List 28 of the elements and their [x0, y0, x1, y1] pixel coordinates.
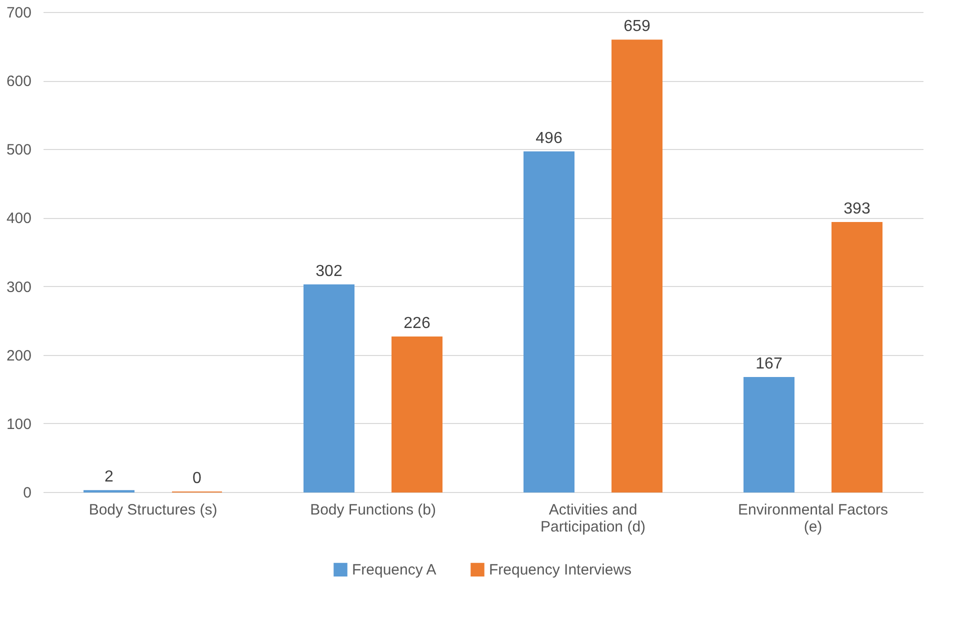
data-label: 167	[756, 355, 782, 372]
bar	[744, 376, 794, 492]
data-label: 226	[404, 315, 430, 332]
bar	[612, 40, 662, 492]
bar	[392, 336, 442, 492]
x-tick-label: Environmental Factors (e)	[738, 502, 888, 536]
y-tick-label: 500	[6, 142, 32, 159]
y-tick-label: 0	[23, 484, 32, 502]
y-tick-label: 200	[6, 347, 32, 364]
y-tick-label: 300	[6, 278, 32, 296]
data-label: 393	[844, 200, 870, 218]
y-tick-label: 600	[6, 73, 32, 90]
bar	[524, 151, 574, 492]
data-label: 302	[316, 262, 342, 280]
y-tick-label: 700	[6, 4, 32, 22]
y-tick-label: 100	[6, 416, 32, 433]
legend-label: Frequency A	[352, 562, 436, 579]
x-tick-label: Activities and Participation (d)	[540, 502, 646, 536]
x-tick-label: Body Structures (s)	[88, 502, 218, 518]
data-label: 496	[536, 130, 562, 147]
bar	[304, 284, 354, 492]
data-label: 0	[192, 470, 202, 487]
x-tick-label: Body Functions (b)	[310, 502, 436, 518]
bar	[832, 222, 882, 492]
data-label: 2	[104, 468, 114, 486]
legend-label: Frequency Interviews	[489, 562, 632, 579]
y-tick-label: 400	[6, 210, 32, 228]
data-label: 659	[624, 18, 650, 36]
